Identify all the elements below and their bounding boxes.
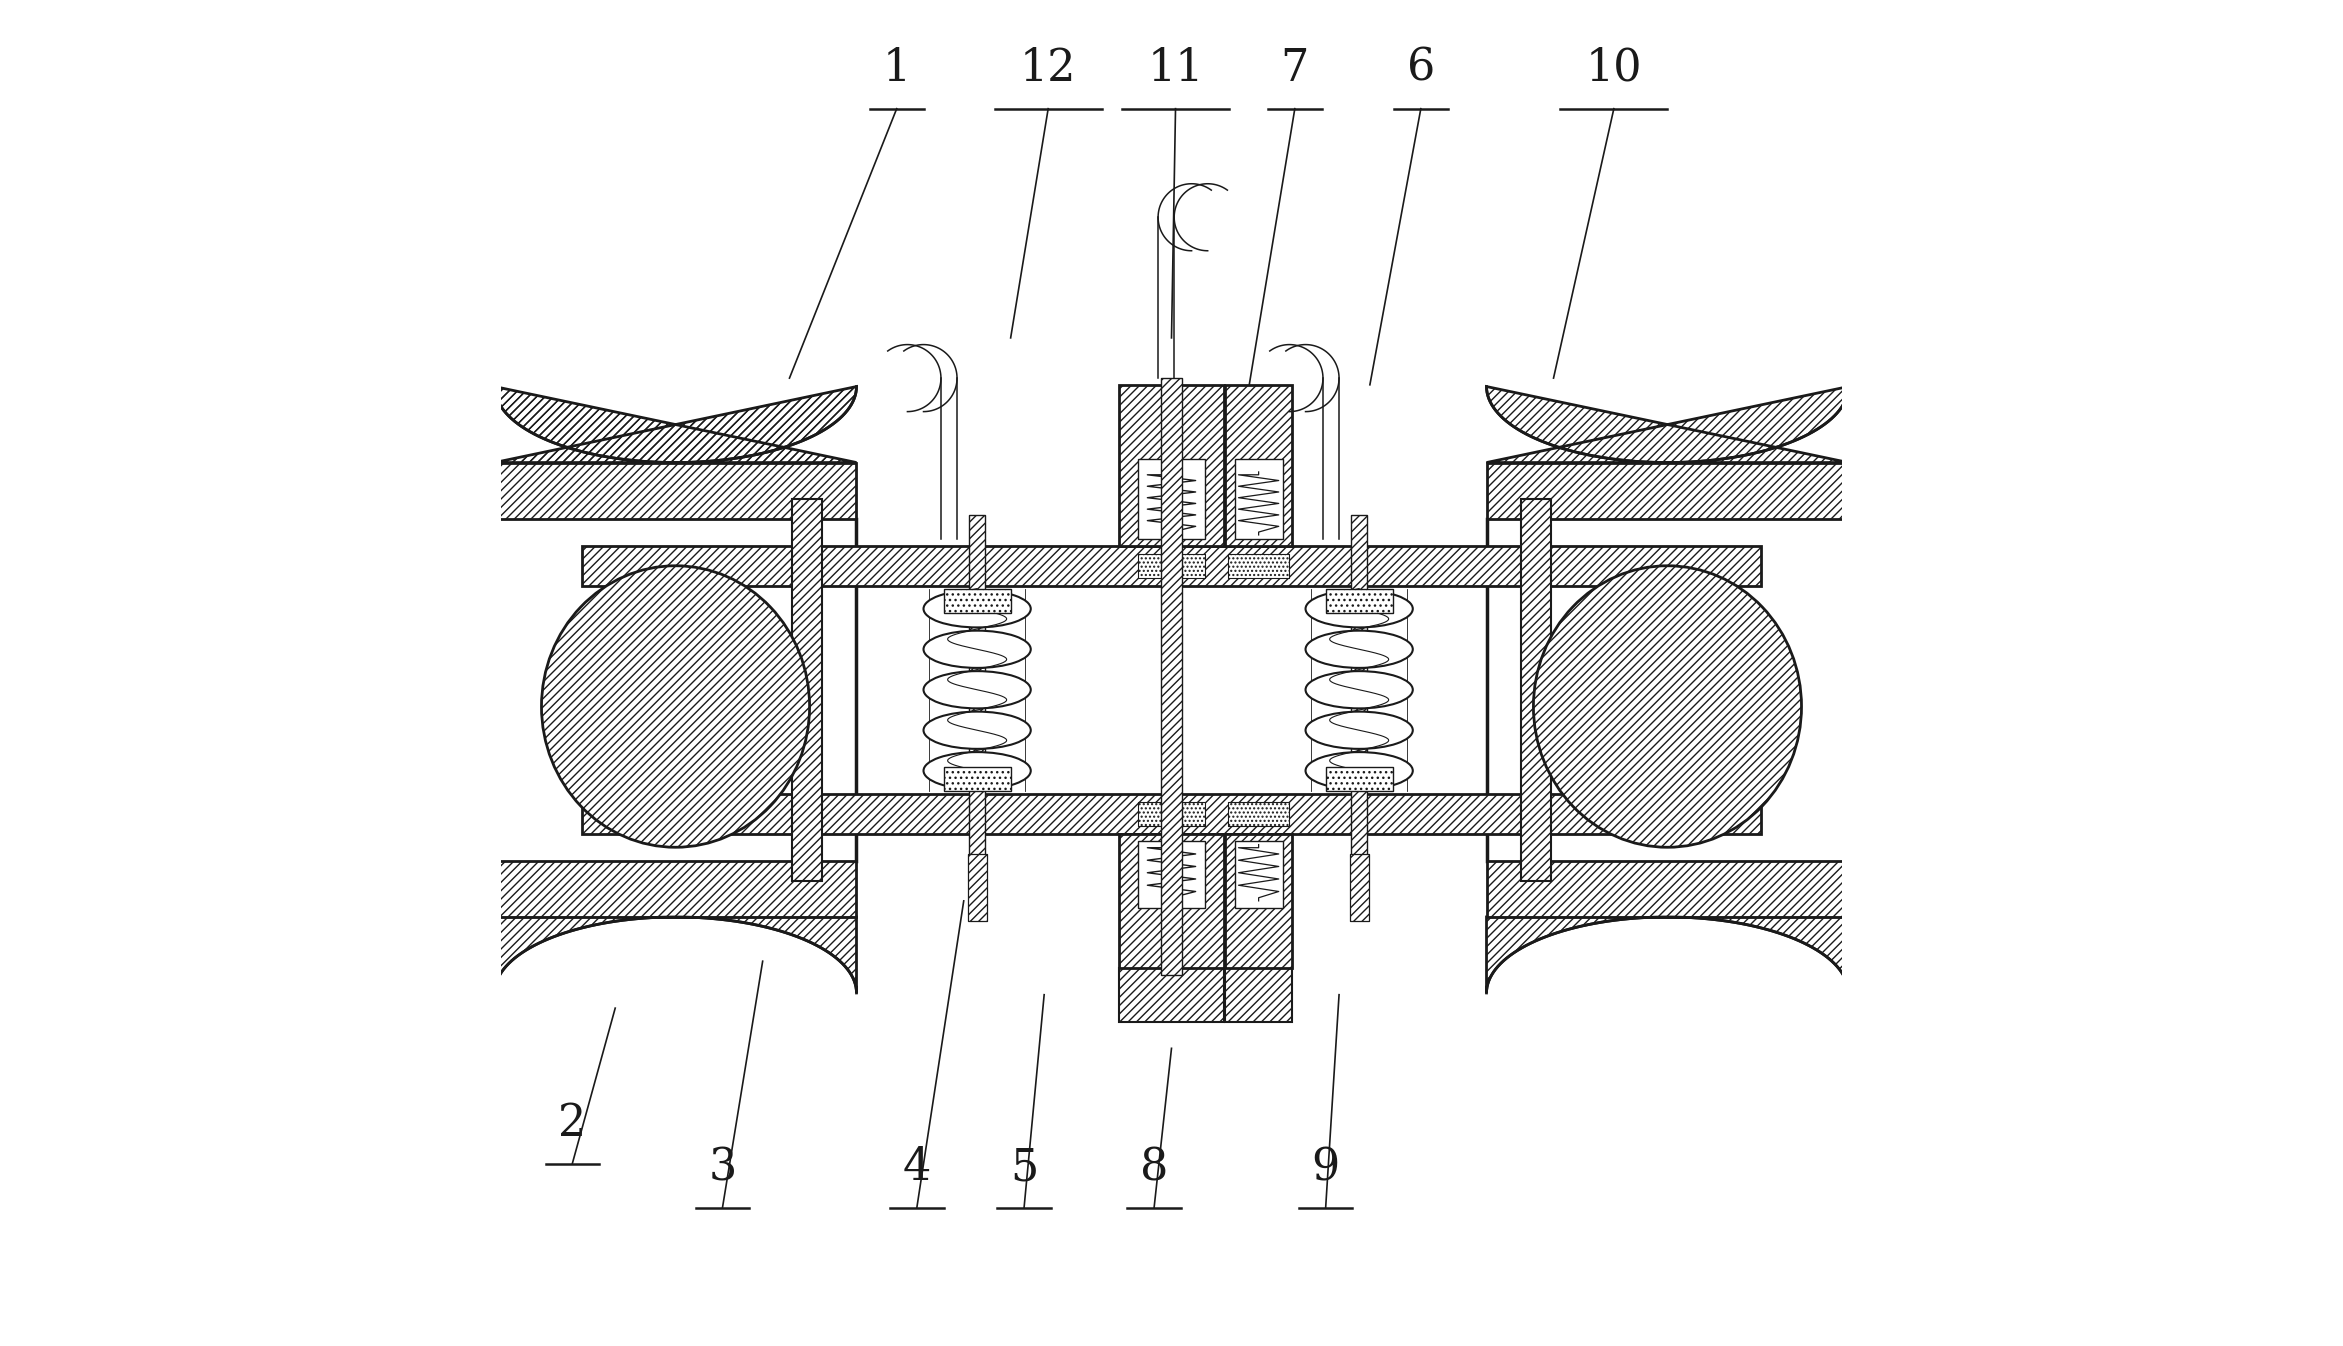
FancyBboxPatch shape bbox=[970, 514, 984, 864]
FancyBboxPatch shape bbox=[1485, 860, 1849, 917]
FancyBboxPatch shape bbox=[944, 588, 1010, 612]
Ellipse shape bbox=[1305, 752, 1413, 789]
Ellipse shape bbox=[1305, 672, 1413, 708]
FancyBboxPatch shape bbox=[1162, 853, 1181, 921]
FancyBboxPatch shape bbox=[1521, 499, 1551, 880]
Ellipse shape bbox=[923, 590, 1031, 627]
FancyBboxPatch shape bbox=[581, 545, 1762, 586]
Text: 11: 11 bbox=[1148, 47, 1204, 90]
Ellipse shape bbox=[1532, 565, 1802, 847]
FancyBboxPatch shape bbox=[1228, 802, 1289, 826]
Polygon shape bbox=[1485, 386, 1849, 463]
Ellipse shape bbox=[923, 672, 1031, 708]
FancyBboxPatch shape bbox=[1225, 835, 1291, 968]
Text: 3: 3 bbox=[708, 1145, 736, 1189]
Text: 12: 12 bbox=[1019, 47, 1075, 90]
Text: 2: 2 bbox=[558, 1101, 586, 1145]
FancyBboxPatch shape bbox=[494, 860, 858, 917]
Ellipse shape bbox=[923, 752, 1031, 789]
FancyBboxPatch shape bbox=[1139, 459, 1204, 538]
FancyBboxPatch shape bbox=[1352, 514, 1368, 864]
FancyBboxPatch shape bbox=[1235, 459, 1282, 538]
FancyBboxPatch shape bbox=[1235, 840, 1282, 907]
Text: 4: 4 bbox=[902, 1145, 930, 1189]
FancyBboxPatch shape bbox=[1160, 378, 1183, 975]
Polygon shape bbox=[1485, 917, 1849, 993]
FancyBboxPatch shape bbox=[1326, 588, 1392, 612]
Ellipse shape bbox=[541, 565, 811, 847]
FancyBboxPatch shape bbox=[581, 794, 1762, 835]
FancyBboxPatch shape bbox=[944, 767, 1010, 791]
Text: 10: 10 bbox=[1586, 47, 1642, 90]
Ellipse shape bbox=[1305, 590, 1413, 627]
Ellipse shape bbox=[923, 712, 1031, 748]
FancyBboxPatch shape bbox=[494, 463, 858, 518]
FancyBboxPatch shape bbox=[792, 499, 822, 880]
FancyBboxPatch shape bbox=[1120, 968, 1223, 1022]
Ellipse shape bbox=[923, 631, 1031, 668]
FancyBboxPatch shape bbox=[1225, 968, 1291, 1022]
FancyBboxPatch shape bbox=[1139, 802, 1204, 826]
Text: 8: 8 bbox=[1141, 1145, 1169, 1189]
Polygon shape bbox=[494, 386, 858, 463]
FancyBboxPatch shape bbox=[1120, 385, 1223, 545]
Text: 7: 7 bbox=[1282, 47, 1310, 90]
FancyBboxPatch shape bbox=[1139, 840, 1204, 907]
FancyBboxPatch shape bbox=[1228, 553, 1289, 577]
Polygon shape bbox=[494, 917, 858, 993]
FancyBboxPatch shape bbox=[1120, 835, 1223, 968]
FancyBboxPatch shape bbox=[1139, 553, 1204, 577]
FancyBboxPatch shape bbox=[1485, 463, 1849, 518]
Ellipse shape bbox=[1305, 631, 1413, 668]
Text: 1: 1 bbox=[883, 47, 911, 90]
Ellipse shape bbox=[1305, 712, 1413, 748]
FancyBboxPatch shape bbox=[1350, 853, 1368, 921]
FancyBboxPatch shape bbox=[1326, 767, 1392, 791]
Text: 6: 6 bbox=[1406, 47, 1434, 90]
FancyBboxPatch shape bbox=[968, 853, 986, 921]
FancyBboxPatch shape bbox=[1225, 385, 1291, 545]
Text: 5: 5 bbox=[1010, 1145, 1038, 1189]
Text: 9: 9 bbox=[1312, 1145, 1340, 1189]
